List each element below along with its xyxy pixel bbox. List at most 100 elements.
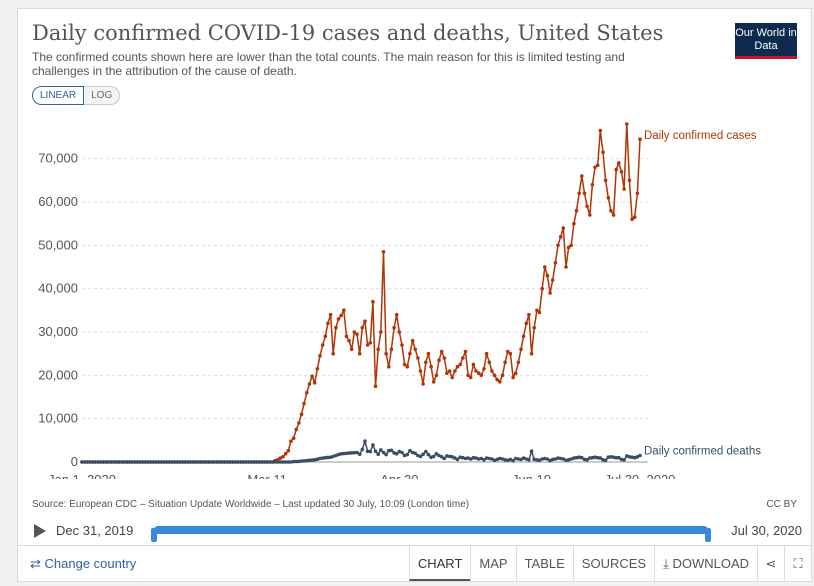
- deaths-point: [569, 457, 573, 461]
- deaths-point: [149, 460, 153, 464]
- tab-table[interactable]: TABLE: [515, 546, 573, 581]
- deaths-point: [439, 455, 444, 459]
- deaths-point: [170, 460, 174, 464]
- tab-map[interactable]: MAP: [470, 546, 515, 581]
- deaths-point: [434, 452, 439, 456]
- cases-point: [373, 384, 378, 389]
- play-icon[interactable]: [34, 524, 46, 538]
- deaths-point: [556, 456, 560, 460]
- cases-point: [387, 364, 391, 369]
- timeline-end-handle[interactable]: [705, 528, 711, 542]
- deaths-point: [212, 460, 216, 464]
- fullscreen-icon[interactable]: ⛶: [784, 546, 811, 581]
- share-icon[interactable]: ⋖: [757, 546, 784, 581]
- x-tick-label: Mar 11: [247, 472, 287, 479]
- deaths-point: [442, 456, 447, 461]
- cases-point: [450, 375, 455, 380]
- deaths-point: [193, 460, 198, 464]
- tab-download[interactable]: ⤓ DOWNLOAD: [654, 546, 757, 581]
- deaths-point: [133, 460, 137, 464]
- cases-point: [323, 334, 328, 339]
- owid-logo[interactable]: Our World in Data: [735, 23, 797, 59]
- timeline-start-handle[interactable]: [151, 528, 157, 542]
- cases-point: [326, 321, 330, 326]
- source-note[interactable]: Source: European CDC – Situation Update …: [32, 499, 470, 510]
- deaths-point: [186, 460, 190, 464]
- deaths-point: [246, 460, 251, 464]
- change-country-link[interactable]: ⇄ Change country: [30, 556, 136, 572]
- cases-point: [476, 371, 481, 376]
- tab-sources[interactable]: SOURCES: [572, 546, 654, 581]
- chart-card: Daily confirmed COVID-19 cases and death…: [17, 8, 812, 582]
- cases-point: [580, 174, 584, 178]
- deaths-point: [228, 460, 232, 464]
- cases-point: [384, 351, 388, 356]
- cases-point: [447, 369, 452, 373]
- deaths-point: [146, 460, 150, 464]
- license[interactable]: CC BY: [766, 499, 797, 510]
- deaths-point: [371, 443, 375, 447]
- cases-point: [611, 213, 616, 217]
- y-tick-label: 0: [71, 454, 78, 469]
- deaths-point: [561, 457, 566, 461]
- cases-point: [365, 343, 370, 347]
- cases-point: [595, 163, 600, 167]
- cases-point: [363, 319, 367, 324]
- deaths-point: [270, 460, 275, 464]
- deaths-point: [431, 454, 436, 459]
- deaths-point: [339, 452, 344, 456]
- deaths-point: [368, 449, 373, 454]
- cases-point: [294, 427, 299, 432]
- cases-point: [312, 380, 317, 385]
- cases-point: [566, 245, 571, 250]
- cases-point: [617, 161, 621, 165]
- deaths-point: [125, 460, 129, 464]
- cases-point: [487, 360, 492, 365]
- deaths-point: [244, 460, 248, 464]
- deaths-point: [529, 449, 534, 454]
- deaths-point: [207, 460, 211, 464]
- cases-point: [429, 364, 433, 369]
- deaths-point: [127, 460, 132, 464]
- deaths-point: [233, 460, 238, 464]
- x-tick-label: Apr 30: [380, 472, 418, 479]
- line-chart[interactable]: 0 10,000 20,000 30,000 40,000 50,000 60,000 70,…: [18, 9, 811, 479]
- cases-point: [466, 373, 470, 378]
- cases-point: [630, 217, 634, 222]
- deaths-point: [400, 450, 404, 455]
- log-scale-button[interactable]: LOG: [84, 86, 121, 105]
- deaths-point: [291, 459, 296, 464]
- deaths-point: [574, 455, 579, 460]
- deaths-point: [241, 460, 246, 464]
- deaths-point: [326, 455, 330, 460]
- cases-point: [609, 208, 613, 213]
- deaths-point: [503, 458, 507, 462]
- deaths-point: [275, 460, 280, 464]
- cases-point: [320, 343, 325, 347]
- deaths-point: [109, 460, 113, 464]
- deaths-point: [445, 454, 449, 458]
- deaths-point: [357, 452, 362, 457]
- cases-point: [572, 221, 576, 226]
- cases-series-label: Daily confirmed cases: [644, 130, 757, 142]
- cases-point: [439, 349, 444, 354]
- cases-point: [545, 273, 550, 278]
- linear-scale-button[interactable]: LINEAR: [32, 86, 85, 105]
- deaths-point: [143, 460, 148, 464]
- tab-chart[interactable]: CHART: [408, 546, 471, 581]
- cases-point: [482, 367, 486, 371]
- deaths-point: [355, 450, 359, 455]
- timeline-track[interactable]: [151, 526, 711, 542]
- x-tick-label: Jul 30, 2020: [605, 472, 676, 479]
- cases-point: [461, 356, 465, 360]
- deaths-point: [498, 456, 502, 461]
- cases-point: [339, 313, 344, 318]
- deaths-point: [215, 460, 219, 464]
- deaths-point: [254, 460, 259, 464]
- cases-point: [307, 382, 312, 386]
- deaths-point: [175, 460, 179, 464]
- deaths-point: [405, 452, 410, 457]
- cases-point: [601, 150, 605, 154]
- cases-point: [318, 354, 322, 358]
- deaths-point: [286, 460, 291, 464]
